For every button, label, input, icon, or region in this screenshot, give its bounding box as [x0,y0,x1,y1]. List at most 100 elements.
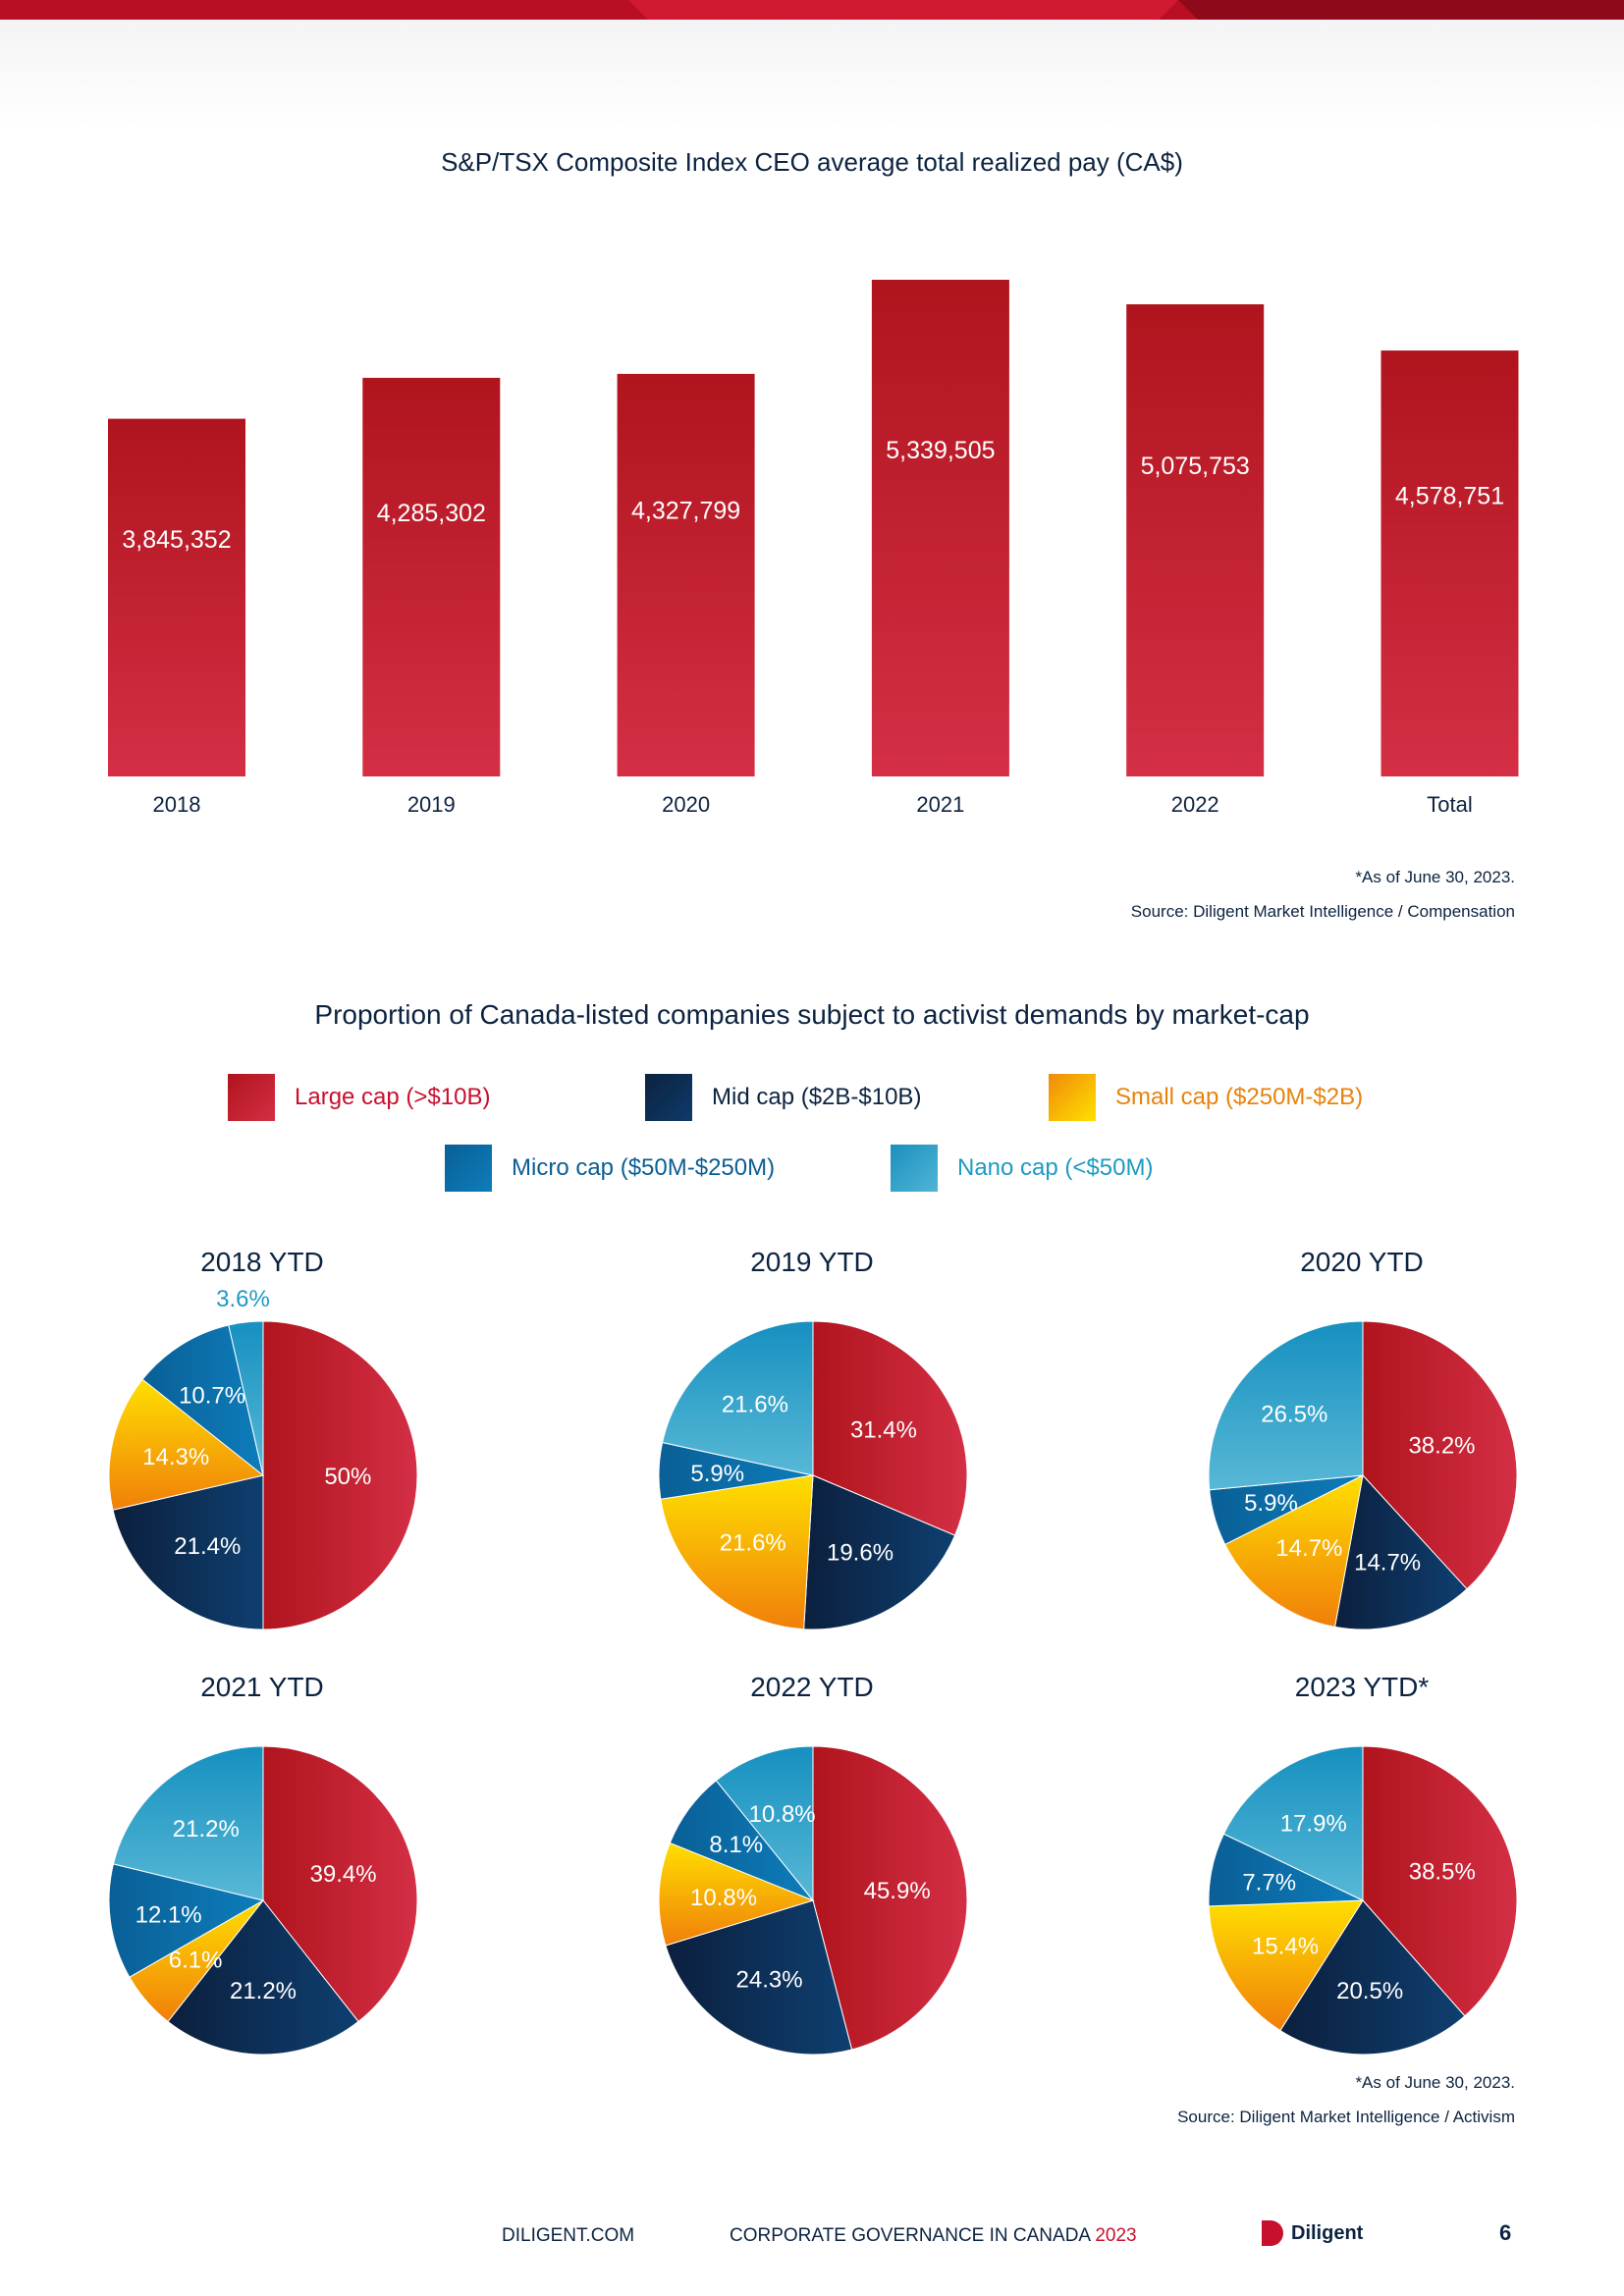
footer-report-name: CORPORATE GOVERNANCE IN CANADA [730,2225,1091,2246]
pie-title-2021: 2021 YTD [200,1672,324,1702]
pie-slice-label: 20.5% [1336,1978,1403,2004]
pie-slice-label: 45.9% [864,1878,931,1904]
diligent-logo-icon [1262,2220,1283,2246]
header-strip [0,0,1624,20]
bar-value-label: 4,578,751 [1395,482,1504,509]
legend-item-large-cap: Large cap (>$10B) [228,1074,490,1121]
x-tick-label: 2018 [153,792,201,815]
pie-slice-large [1362,1320,1518,1590]
pie-title-2018: 2018 YTD [200,1247,324,1277]
pie-slice-label: 21.4% [174,1533,241,1560]
pie-2022: 45.9% 24.3% 10.8% 8.1% 10.8% [658,1745,968,2056]
pie-slice-nano [1222,1745,1364,1901]
legend-item-nano-cap: Nano cap (<$50M) [891,1145,1153,1192]
legend-label-large-cap: Large cap (>$10B) [295,1084,491,1110]
legend-swatch-small-cap [1049,1074,1096,1121]
bar-value-label: 4,285,302 [377,500,486,527]
bar-footnote: *As of June 30, 2023. [1355,868,1515,886]
pie-slice-large [812,1320,968,1536]
pie-title-2023: 2023 YTD* [1294,1672,1430,1702]
pie-slice-label: 3.6% [216,1286,270,1312]
legend-label-mid-cap: Mid cap ($2B-$10B) [712,1084,922,1110]
pie-slice-small [1223,1474,1364,1628]
legend-swatch-micro-cap [445,1145,492,1192]
pie-slice-label: 6.1% [169,1948,223,1974]
legend-label-micro-cap: Micro cap ($50M-$250M) [512,1154,776,1181]
pie-2020: 38.2% 14.7% 14.7% 5.9% 26.5% [1208,1320,1518,1630]
pie-slice-label: 21.2% [173,1816,240,1842]
legend-label-small-cap: Small cap ($250M-$2B) [1115,1084,1364,1110]
pie-title-2022: 2022 YTD [750,1672,874,1702]
diligent-logo-text: Diligent [1291,2221,1364,2244]
pie-slice-label: 50% [324,1464,371,1490]
pie-slice-mid [803,1474,956,1630]
pie-slice-label: 8.1% [709,1832,763,1858]
pie-slice-label: 17.9% [1280,1810,1347,1837]
pie-slice-label: 5.9% [1244,1490,1298,1517]
pie-slice-large [262,1320,418,1630]
page-number: 6 [1499,2220,1512,2245]
bar-source: Source: Diligent Market Intelligence / C… [1130,902,1515,921]
pie-2019: 31.4% 19.6% 21.6% 5.9% 21.6% [658,1320,968,1630]
legend-item-micro-cap: Micro cap ($50M-$250M) [445,1145,775,1192]
bar-value-label: 5,339,505 [886,437,995,464]
bar-chart: 3,845,352 2018 4,285,302 2019 4,327,799 2020 5… [108,280,1519,815]
bar-2021 [871,280,1009,776]
pie-slice-nano [715,1745,814,1902]
legend-swatch-mid-cap [645,1074,692,1121]
pie-title-2020: 2020 YTD [1300,1247,1424,1277]
x-tick-label: 2019 [407,792,456,815]
bar-2022 [1126,303,1265,776]
pie-2023: 38.5% 20.5% 15.4% 7.7% 17.9% [1208,1745,1518,2056]
pie-slice-label: 19.6% [827,1539,893,1566]
pie-slice-label: 31.4% [850,1416,917,1443]
bar-value-label: 3,845,352 [122,526,231,554]
pie-slice-label: 24.3% [736,1966,803,1993]
legend-item-small-cap: Small cap ($250M-$2B) [1049,1074,1363,1121]
pie-slice-label: 21.6% [720,1529,786,1556]
pie-slice-mid [112,1474,264,1630]
pie-slice-label: 10.8% [749,1801,816,1828]
bar-2020 [617,373,755,776]
pie-slice-nano [112,1745,264,1901]
legend-item-mid-cap: Mid cap ($2B-$10B) [645,1074,921,1121]
pie-slice-label: 10.7% [179,1383,245,1410]
legend-swatch-large-cap [228,1074,275,1121]
footer-report-title: CORPORATE GOVERNANCE IN CANADA 2023 [730,2225,1137,2247]
pie-2018: 50% 21.4% 14.3% 10.7% 3.6% [108,1286,418,1630]
pie-source: Source: Diligent Market Intelligence / A… [1177,2108,1515,2126]
pie-slice-mid [1279,1899,1466,2056]
legend-swatch-nano-cap [891,1145,938,1192]
legend-label-nano-cap: Nano cap (<$50M) [957,1154,1154,1181]
pie-slice-large [812,1745,968,2051]
x-tick-label: 2022 [1171,792,1219,815]
pie-slice-small [108,1378,265,1511]
pie-slice-nano [1208,1320,1364,1491]
pie-slice-label: 38.2% [1408,1433,1475,1460]
pie-slice-label: 21.2% [230,1978,297,2004]
pie-slice-small [660,1474,814,1630]
pie-section-title: Proportion of Canada-listed companies su… [314,999,1310,1030]
x-tick-label: Total [1427,792,1472,815]
bar-2019 [362,377,501,776]
bar-chart-title: S&P/TSX Composite Index CEO average tota… [441,147,1183,177]
pie-footnote: *As of June 30, 2023. [1355,2073,1515,2092]
bar-value-label: 4,327,799 [631,498,740,525]
footer-site-link[interactable]: DILIGENT.COM [502,2225,635,2246]
pie-slice-label: 15.4% [1252,1933,1319,1959]
pie-slice-large [1362,1745,1518,2017]
pie-slice-label: 38.5% [1409,1858,1476,1885]
x-tick-label: 2021 [916,792,964,815]
pie-slice-label: 10.8% [690,1885,757,1911]
x-tick-label: 2020 [662,792,710,815]
header-band [0,0,1624,128]
pie-charts: 50% 21.4% 14.3% 10.7% 3.6% 31.4% 19.6% 21.6% 5.9… [108,1286,1518,2056]
pie-slice-label: 26.5% [1261,1402,1327,1428]
pie-slice-label: 21.6% [722,1392,788,1418]
pie-slice-label: 39.4% [310,1861,377,1888]
pie-slice-label: 12.1% [135,1902,202,1929]
pie-slice-micro [108,1863,265,1978]
pie-slice-label: 14.7% [1354,1550,1421,1576]
bar-2018 [108,418,245,776]
footer-report-year: 2023 [1095,2225,1137,2246]
